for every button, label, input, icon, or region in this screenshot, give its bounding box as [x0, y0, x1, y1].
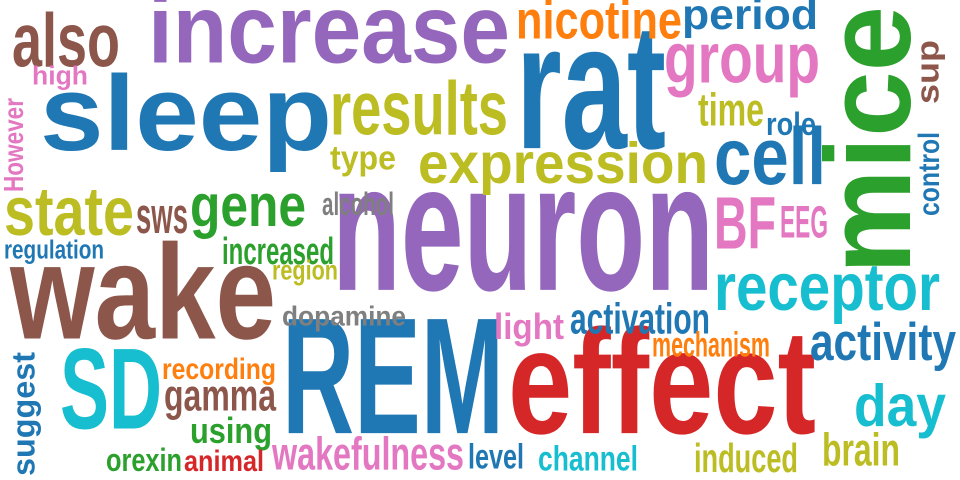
- word-results: results: [330, 66, 509, 152]
- word-neuron: neuron: [332, 126, 715, 330]
- word-using: using: [190, 410, 273, 452]
- word-nicotine: nicotine: [516, 0, 683, 51]
- word-also: also: [12, 0, 121, 84]
- word-rem: REM: [282, 283, 505, 470]
- word-state: state: [4, 173, 135, 251]
- word-sd: SD: [60, 324, 163, 454]
- word-effect: effect: [508, 299, 817, 466]
- word-rat: rat: [516, 0, 667, 188]
- word-mechanism: mechanism: [652, 324, 771, 365]
- word-role: role: [766, 105, 817, 142]
- word-activation: activation: [570, 294, 710, 344]
- word-animal: animal: [184, 444, 264, 478]
- word-day: day: [854, 372, 947, 440]
- word-sws: sws: [136, 187, 189, 245]
- word-eeg: EEG: [780, 196, 829, 248]
- word-cell: cell: [714, 110, 826, 202]
- word-region: region: [272, 254, 339, 286]
- word-group: group: [664, 18, 821, 99]
- word-channel: channel: [538, 438, 639, 479]
- word-increased: increased: [222, 230, 335, 273]
- word-sup: sup: [909, 39, 946, 104]
- word-recording: recording: [162, 352, 277, 386]
- word-suggest: suggest: [5, 351, 42, 476]
- word-type: type: [330, 138, 397, 178]
- word-level: level: [468, 436, 525, 477]
- word-gene: gene: [190, 171, 307, 240]
- word-regulation: regulation: [4, 235, 105, 264]
- word-receptor: receptor: [714, 250, 941, 325]
- word-bf: BF: [714, 181, 777, 265]
- word-wakefulness: wakefulness: [272, 428, 465, 480]
- word-orexin: orexin: [106, 441, 183, 478]
- word-alcohol: alcohol: [322, 185, 395, 222]
- word-expression: expression: [418, 131, 709, 196]
- word-control: control: [912, 131, 946, 216]
- word-gamma: gamma: [164, 370, 277, 421]
- word-wake: wake: [10, 216, 277, 369]
- word-brain: brain: [822, 424, 901, 476]
- word-time: time: [698, 84, 765, 136]
- word-light: light: [494, 306, 565, 348]
- word-sleep: sleep: [40, 54, 333, 174]
- word-dopamine: dopamine: [282, 300, 406, 332]
- word-period: period: [682, 0, 819, 39]
- word-activity: activity: [810, 312, 957, 372]
- word-induced: induced: [694, 435, 799, 480]
- word-high: high: [32, 61, 89, 90]
- word-increase: increase: [148, 0, 510, 84]
